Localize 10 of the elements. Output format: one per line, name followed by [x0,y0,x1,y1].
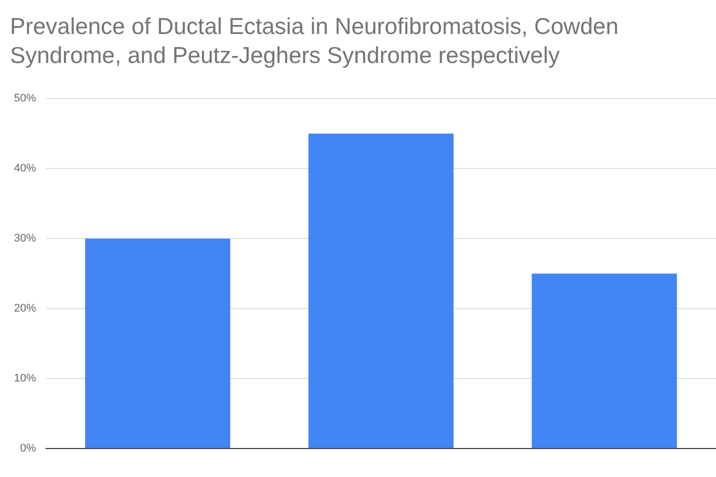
bar [308,134,454,448]
bar [532,274,677,448]
y-tick-label: 20% [14,302,36,315]
chart-title: Prevalence of Ductal Ectasia in Neurofibromatosis, Cowden Syndrome, and Peutz-Jeghers Syndrome respectively [10,12,620,70]
bar [85,238,230,448]
y-tick-label: 0% [20,442,36,455]
y-tick-label: 30% [14,232,36,245]
y-tick-label: 50% [14,92,36,105]
y-tick-label: 40% [14,162,36,175]
y-tick-label: 10% [14,372,36,385]
